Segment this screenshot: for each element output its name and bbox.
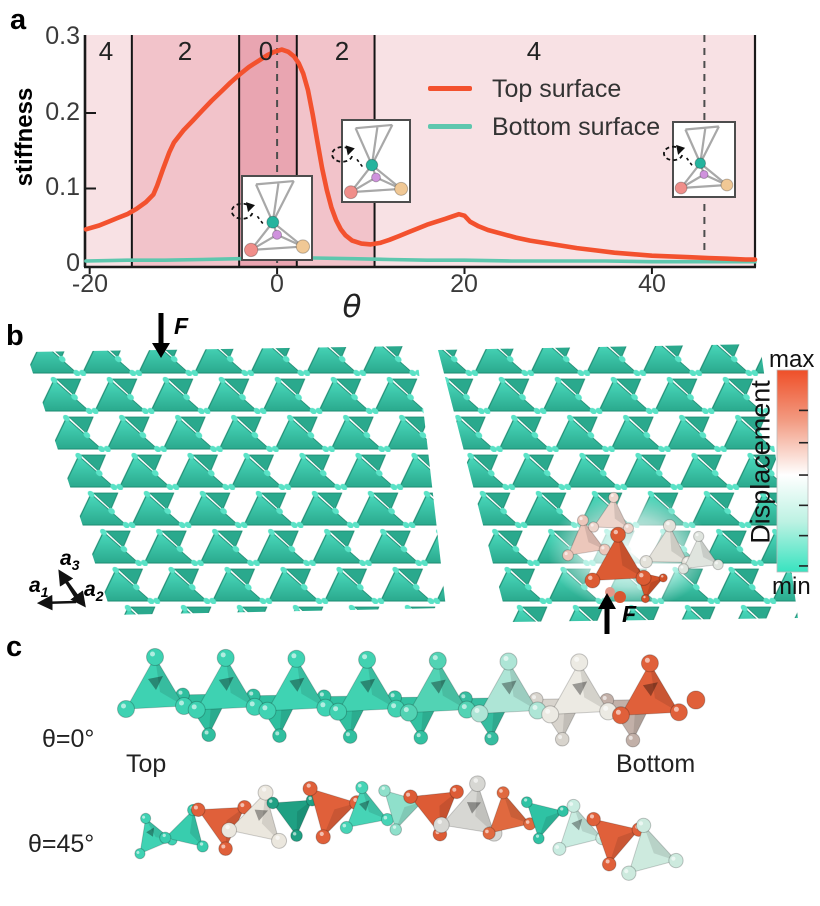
tetrahedron — [302, 780, 365, 845]
y-tick-0.3: 0.3 — [45, 22, 80, 50]
tetrahedron — [611, 654, 688, 725]
series-top-surface — [83, 47, 758, 262]
theta-0-label: θ=0° — [42, 725, 95, 753]
tetrahedron — [587, 491, 634, 534]
chain-top-caption: Top — [126, 750, 167, 778]
y-tick-0.2: 0.2 — [45, 98, 80, 126]
x-tick--20: -20 — [71, 270, 109, 298]
force-arrow-down — [152, 313, 170, 358]
tetrahedron — [117, 648, 193, 718]
axes-triad — [36, 569, 86, 611]
lattice-panel — [26, 313, 809, 634]
chain-theta-0 — [117, 648, 706, 748]
region-label-4-right: 4 — [526, 36, 542, 66]
panel-a-label: a — [10, 4, 27, 36]
tetrahedron — [621, 817, 684, 881]
chain-theta-45 — [134, 775, 684, 881]
chain-bottom-caption: Bottom — [616, 750, 696, 778]
tetrahedron — [482, 786, 537, 840]
colorbar-title: Displacement — [745, 380, 776, 544]
lattice-left — [26, 346, 446, 615]
tetrahedron — [677, 530, 724, 575]
tetrahedron — [520, 796, 569, 845]
legend-label-top-surface: Top surface — [492, 75, 622, 103]
legend-swatch-bottom-surface — [428, 124, 472, 129]
axis-a2-label: a2 — [84, 578, 104, 605]
tetrahedron — [187, 648, 264, 719]
axis-a3-label: a3 — [60, 547, 80, 574]
theta-45-label: θ=45° — [28, 830, 95, 858]
displacement-hotspot — [548, 491, 724, 610]
force-arrow-up — [598, 593, 616, 634]
series-bottom-surface — [84, 256, 757, 264]
rotation-arrow-icon — [230, 202, 254, 220]
force-label-bottom: F — [622, 601, 637, 627]
rotating-tetrahedron-inset — [663, 121, 736, 198]
region-label-2-left: 2 — [177, 36, 193, 66]
tetrahedron — [541, 653, 618, 724]
tetrahedron — [433, 775, 503, 842]
region-label-0: 0 — [258, 36, 274, 66]
rotation-arrow-icon — [331, 146, 354, 163]
tetrahedron — [221, 784, 288, 849]
end-sphere — [686, 690, 706, 710]
tetrahedron — [639, 519, 695, 570]
panel-c-label: c — [6, 631, 23, 663]
y-tick-0: 0 — [66, 249, 80, 277]
tetrahedron — [339, 780, 395, 835]
stiffness-chart — [83, 35, 758, 274]
tetrahedron — [470, 652, 547, 723]
legend-swatch-top-surface — [428, 86, 472, 91]
rotating-tetrahedron-inset — [331, 119, 411, 203]
tetra-chains-panel — [117, 648, 706, 881]
x-tick-40: 40 — [638, 270, 666, 298]
axis-a1-label: a1 — [29, 574, 49, 601]
colorbar-min-label: min — [772, 573, 811, 600]
phase-regions — [85, 35, 755, 267]
tetrahedron — [584, 526, 652, 589]
displacement-colorbar — [776, 369, 809, 573]
x-axis-title: θ — [342, 289, 362, 325]
tetrahedron — [552, 798, 610, 856]
tetrahedron — [159, 803, 209, 853]
rotation-arrow-icon — [663, 145, 684, 162]
tetrahedron — [562, 514, 611, 562]
panel-b-label: b — [6, 320, 24, 352]
y-tick-0.1: 0.1 — [45, 173, 80, 201]
force-label-top: F — [174, 313, 189, 339]
tetrahedron — [329, 650, 406, 721]
region-label-2-right: 2 — [334, 36, 350, 66]
x-tick-0: 0 — [270, 270, 284, 298]
tetrahedron — [586, 811, 647, 872]
x-tick-20: 20 — [450, 270, 478, 298]
region-label-4-left: 4 — [98, 36, 114, 66]
tetrahedron — [258, 649, 335, 720]
colorbar-max-label: max — [769, 346, 815, 373]
tetrahedron — [399, 651, 476, 722]
legend-label-bottom-surface: Bottom surface — [492, 113, 661, 141]
rotating-tetrahedron-inset — [230, 175, 313, 261]
